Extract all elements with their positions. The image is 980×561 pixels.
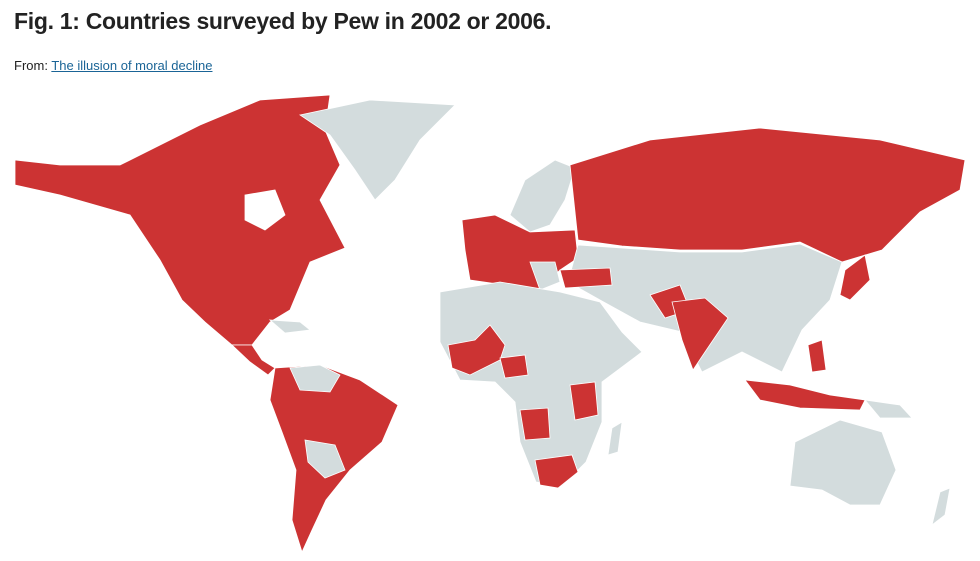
turkey bbox=[559, 267, 613, 289]
greenland bbox=[298, 99, 456, 201]
world-map bbox=[14, 94, 966, 554]
north-america bbox=[14, 94, 346, 346]
angola bbox=[519, 407, 551, 441]
figure-title: Fig. 1: Countries surveyed by Pew in 200… bbox=[14, 8, 552, 34]
balkans bbox=[529, 261, 561, 291]
from-label: From: bbox=[14, 58, 48, 73]
south-africa bbox=[534, 454, 579, 489]
venezuela-region bbox=[289, 364, 341, 393]
central-america bbox=[230, 344, 276, 376]
east-africa bbox=[569, 381, 599, 421]
bolivia-paraguay bbox=[304, 439, 346, 479]
new-guinea bbox=[864, 399, 913, 419]
new-zealand bbox=[931, 487, 951, 527]
indonesia bbox=[744, 379, 866, 411]
philippines bbox=[807, 339, 827, 373]
africa bbox=[439, 281, 643, 487]
europe bbox=[461, 214, 579, 291]
hudson-bay bbox=[244, 189, 286, 231]
article-link[interactable]: The illusion of moral decline bbox=[51, 58, 213, 73]
madagascar bbox=[607, 421, 623, 456]
scandinavia bbox=[509, 159, 576, 233]
nigeria bbox=[499, 354, 529, 379]
caribbean bbox=[268, 319, 311, 334]
india bbox=[671, 297, 729, 371]
source-line: From: The illusion of moral decline bbox=[14, 58, 212, 73]
russia bbox=[569, 127, 966, 263]
japan-korea bbox=[839, 254, 871, 301]
west-africa bbox=[447, 324, 506, 376]
australia bbox=[789, 419, 897, 506]
